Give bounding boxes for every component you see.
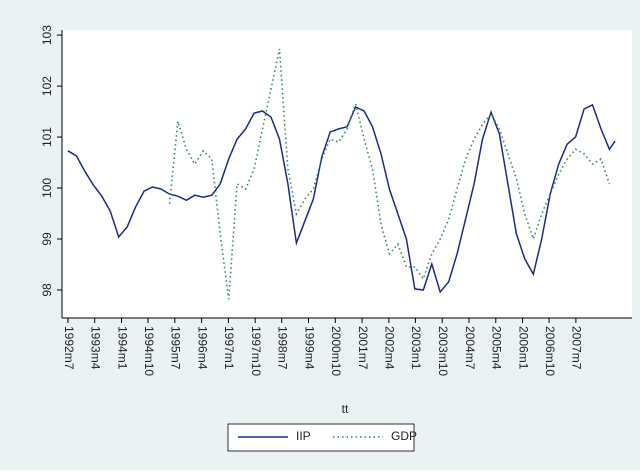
series-line	[67, 103, 616, 294]
x-tick-label: 2002m4	[383, 326, 397, 370]
y-tick-label: 102	[40, 76, 54, 96]
x-tick-label: 2003m10	[436, 326, 450, 376]
x-tick-label: 1996m4	[195, 326, 209, 370]
y-tick-label: 101	[40, 127, 54, 147]
x-tick-label: 1998m7	[276, 326, 290, 370]
x-tick-label: 1997m10	[249, 326, 263, 376]
x-tick-label: 1994m10	[142, 326, 156, 376]
y-tick-label: 103	[40, 25, 54, 45]
x-tick-label: 1997m1	[222, 326, 236, 370]
x-tick-label: 1994m1	[115, 326, 129, 370]
x-tick-label: 2004m7	[463, 326, 477, 370]
x-tick-label: 1995m7	[169, 326, 183, 370]
plot-area	[62, 30, 632, 318]
x-axis-title: tt	[342, 402, 349, 416]
x-tick-label: 2003m1	[409, 326, 423, 370]
x-tick-label: 2007m7	[570, 326, 584, 370]
x-tick-label: 2000m10	[329, 326, 343, 376]
y-tick-label: 100	[40, 178, 54, 198]
y-tick-label: 99	[40, 232, 54, 246]
series-line	[168, 48, 611, 300]
legend-label: IIP	[296, 429, 311, 443]
x-tick-label: 2006m1	[516, 326, 530, 370]
legend-label: GDP	[391, 429, 417, 443]
x-tick-label: 1993m4	[89, 326, 103, 370]
x-tick-label: 2001m7	[356, 326, 370, 370]
x-tick-label: 2006m10	[543, 326, 557, 376]
y-tick-label: 98	[40, 283, 54, 297]
x-tick-label: 2005m4	[490, 326, 504, 370]
x-tick-label: 1999m4	[302, 326, 316, 370]
x-tick-label: 1992m7	[62, 326, 76, 370]
